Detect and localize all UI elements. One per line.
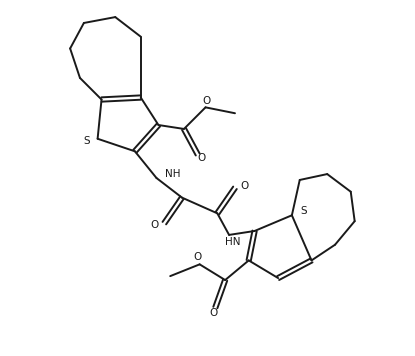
Text: O: O [193,252,202,262]
Text: O: O [241,181,249,191]
Text: O: O [198,153,206,163]
Text: O: O [202,96,210,106]
Text: O: O [209,308,217,318]
Text: O: O [150,220,159,230]
Text: S: S [300,206,307,216]
Text: NH: NH [165,169,181,179]
Text: HN: HN [225,237,241,247]
Text: S: S [83,136,90,146]
